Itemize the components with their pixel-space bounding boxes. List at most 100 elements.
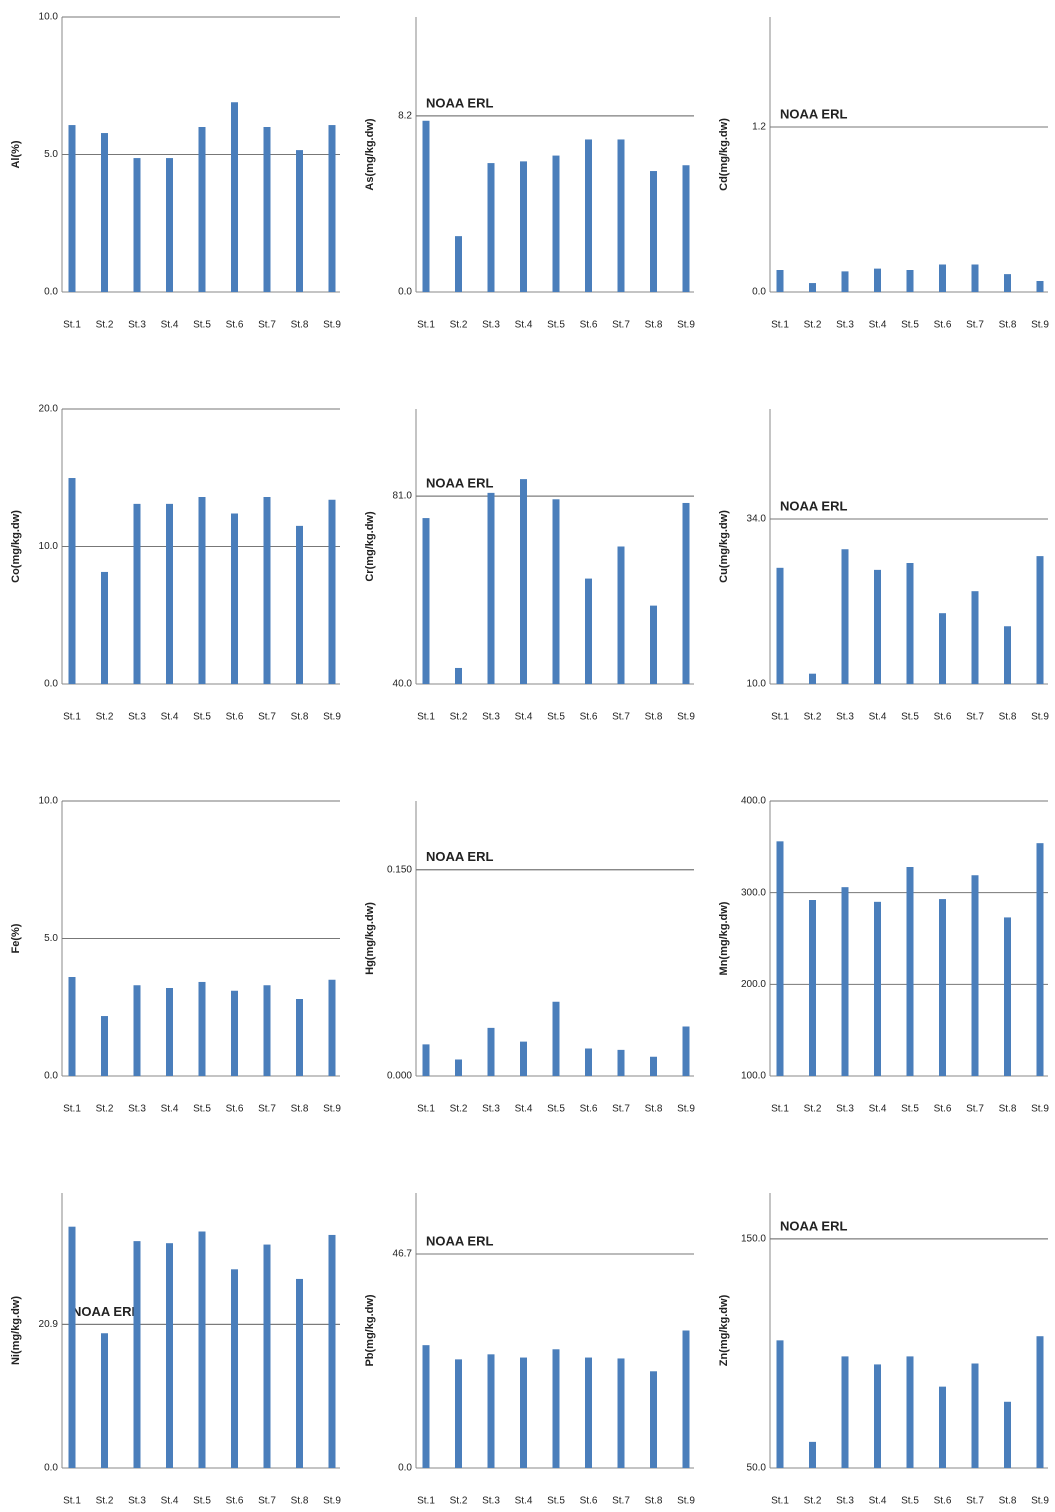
x-tick-label: St.4 xyxy=(161,712,179,723)
x-tick-label: St.6 xyxy=(934,712,952,723)
x-tick-label: St.7 xyxy=(258,712,276,723)
bar xyxy=(682,165,690,292)
bar xyxy=(650,1056,657,1076)
chart-panel: Fe(%) 0.0 5.0 10.0 St.1 St.2 St.3 St.4 St.5 St.6 S… xyxy=(10,796,341,1115)
y-axis-label: Cd(mg/kg.dw) xyxy=(718,118,730,191)
bar xyxy=(166,158,173,292)
x-tick-label: St.3 xyxy=(128,1496,146,1507)
bar xyxy=(328,125,336,292)
x-tick-label: St.9 xyxy=(677,1104,695,1115)
x-tick-label: St.6 xyxy=(580,1496,598,1507)
x-tick-label: St.5 xyxy=(547,1104,565,1115)
bar xyxy=(231,1269,238,1468)
x-tick-label: St.9 xyxy=(677,1496,695,1507)
y-axis-label: As(mg/kg.dw) xyxy=(364,118,376,190)
x-tick-label: St.5 xyxy=(193,1496,211,1507)
x-tick-label: St.7 xyxy=(612,320,630,331)
x-tick-label: St.5 xyxy=(547,712,565,723)
y-tick-label: 0.0 xyxy=(398,287,412,298)
bar xyxy=(552,499,560,684)
y-tick-label: 0.0 xyxy=(44,287,58,298)
bar xyxy=(487,492,495,684)
x-tick-label: St.1 xyxy=(63,1104,81,1115)
bar xyxy=(552,1349,560,1468)
x-tick-label: St.5 xyxy=(901,1496,919,1507)
bar xyxy=(682,1026,690,1076)
y-tick-label: 0.0 xyxy=(44,679,58,690)
bar xyxy=(650,1371,657,1468)
y-tick-label: 5.0 xyxy=(44,933,58,944)
bar xyxy=(101,1333,108,1468)
x-tick-label: St.7 xyxy=(258,320,276,331)
y-axis-label: Hg(mg/kg.dw) xyxy=(364,902,376,975)
x-tick-label: St.3 xyxy=(128,1104,146,1115)
bar xyxy=(198,497,206,684)
x-tick-label: St.1 xyxy=(63,712,81,723)
y-tick-label: 1.2 xyxy=(752,122,766,133)
bar xyxy=(906,1356,914,1468)
x-tick-label: St.8 xyxy=(999,1104,1017,1115)
x-tick-label: St.2 xyxy=(450,1496,468,1507)
x-tick-label: St.3 xyxy=(482,1496,500,1507)
y-tick-label: 40.0 xyxy=(393,679,413,690)
bar xyxy=(809,900,816,1076)
chart-panel: Cd(mg/kg.dw) 0.0 1.2 NOAA ERL St.1 St.2 St.3 St… xyxy=(718,17,1049,331)
bar xyxy=(487,163,495,292)
x-tick-label: St.8 xyxy=(645,1496,663,1507)
bar xyxy=(809,283,816,292)
y-tick-label: 150.0 xyxy=(741,1233,766,1244)
reference-label: NOAA ERL xyxy=(780,498,847,513)
y-tick-label: 10.0 xyxy=(747,679,767,690)
bar xyxy=(455,1059,462,1076)
y-tick-label: 10.0 xyxy=(39,541,59,552)
bar xyxy=(874,1364,881,1468)
bar xyxy=(166,503,173,684)
x-tick-label: St.3 xyxy=(482,320,500,331)
x-tick-label: St.1 xyxy=(63,320,81,331)
bar xyxy=(1036,1336,1044,1468)
y-tick-label: 50.0 xyxy=(747,1463,767,1474)
x-tick-label: St.7 xyxy=(966,1496,984,1507)
x-tick-label: St.5 xyxy=(193,712,211,723)
x-tick-label: St.4 xyxy=(161,1496,179,1507)
x-tick-label: St.8 xyxy=(645,712,663,723)
x-tick-label: St.7 xyxy=(258,1496,276,1507)
x-tick-label: St.6 xyxy=(226,320,244,331)
chart-panel: Co(mg/kg.dw) 0.0 10.0 20.0 St.1 St.2 St.3 St.4 S… xyxy=(10,404,341,723)
y-tick-label: 81.0 xyxy=(393,491,413,502)
x-tick-label: St.6 xyxy=(580,712,598,723)
bar xyxy=(617,1358,625,1468)
x-tick-label: St.4 xyxy=(161,1104,179,1115)
y-tick-label: 5.0 xyxy=(44,149,58,160)
reference-label: NOAA ERL xyxy=(780,1218,847,1233)
x-tick-label: St.5 xyxy=(901,320,919,331)
y-axis-label: Mn(mg/kg.dw) xyxy=(718,901,730,975)
y-axis-label: Zn(mg/kg.dw) xyxy=(718,1294,730,1366)
x-tick-label: St.3 xyxy=(128,320,146,331)
x-tick-label: St.6 xyxy=(580,1104,598,1115)
x-tick-label: St.4 xyxy=(869,712,887,723)
chart-panel: As(mg/kg.dw) 0.0 8.2 NOAA ERL St.1 St.2 St.3 St… xyxy=(364,17,695,331)
bar xyxy=(520,1357,527,1468)
reference-label: NOAA ERL xyxy=(780,106,847,121)
x-tick-label: St.8 xyxy=(999,320,1017,331)
x-tick-label: St.9 xyxy=(1031,712,1049,723)
x-tick-label: St.1 xyxy=(417,1104,435,1115)
x-tick-label: St.4 xyxy=(515,712,533,723)
x-tick-label: St.9 xyxy=(1031,1496,1049,1507)
bar xyxy=(133,158,141,292)
x-tick-label: St.3 xyxy=(836,320,854,331)
x-tick-label: St.3 xyxy=(836,712,854,723)
bar xyxy=(198,981,206,1076)
x-tick-label: St.8 xyxy=(999,1496,1017,1507)
chart-panel: Al(%) 0.0 5.0 10.0 St.1 St.2 St.3 St.4 St.5 St.6 S… xyxy=(10,12,341,331)
bar xyxy=(939,1386,946,1468)
x-tick-label: St.4 xyxy=(515,1104,533,1115)
chart-panel: Pb(mg/kg.dw) 0.0 46.7 NOAA ERL St.1 St.2 St.3 S… xyxy=(364,1193,695,1507)
bar xyxy=(198,1231,206,1468)
x-tick-label: St.7 xyxy=(966,1104,984,1115)
bar xyxy=(520,479,527,684)
bar xyxy=(776,567,784,684)
y-tick-label: 20.9 xyxy=(39,1319,59,1330)
x-tick-label: St.2 xyxy=(450,320,468,331)
